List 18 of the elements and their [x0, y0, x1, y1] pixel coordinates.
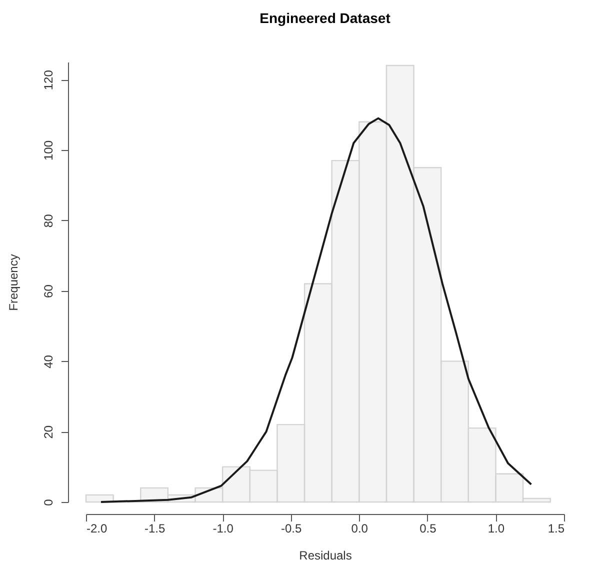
y-tick-label: 100	[42, 140, 56, 161]
y-tick-label: 0	[42, 498, 56, 506]
x-axis-title: Residuals	[299, 548, 352, 562]
x-tick-label: 0.5	[420, 522, 437, 536]
y-tick-label: 40	[42, 354, 56, 368]
chart-title: Engineered Dataset	[260, 10, 391, 26]
x-tick-label: 1.0	[488, 522, 505, 536]
y-tick-label: 80	[42, 214, 56, 228]
y-tick-label: 120	[42, 70, 56, 90]
y-axis-title: Frequency	[6, 254, 20, 311]
x-tick-label: -0.5	[281, 522, 302, 536]
x-tick-label: 1.5	[548, 522, 565, 536]
y-tick-label: 20	[42, 425, 56, 439]
x-tick-label: -1.0	[212, 522, 234, 536]
x-tick-label: 0.0	[351, 522, 368, 536]
x-tick-label: -1.5	[144, 522, 166, 536]
y-tick-label: 60	[42, 284, 56, 298]
x-tick-label: -2.0	[86, 522, 108, 536]
